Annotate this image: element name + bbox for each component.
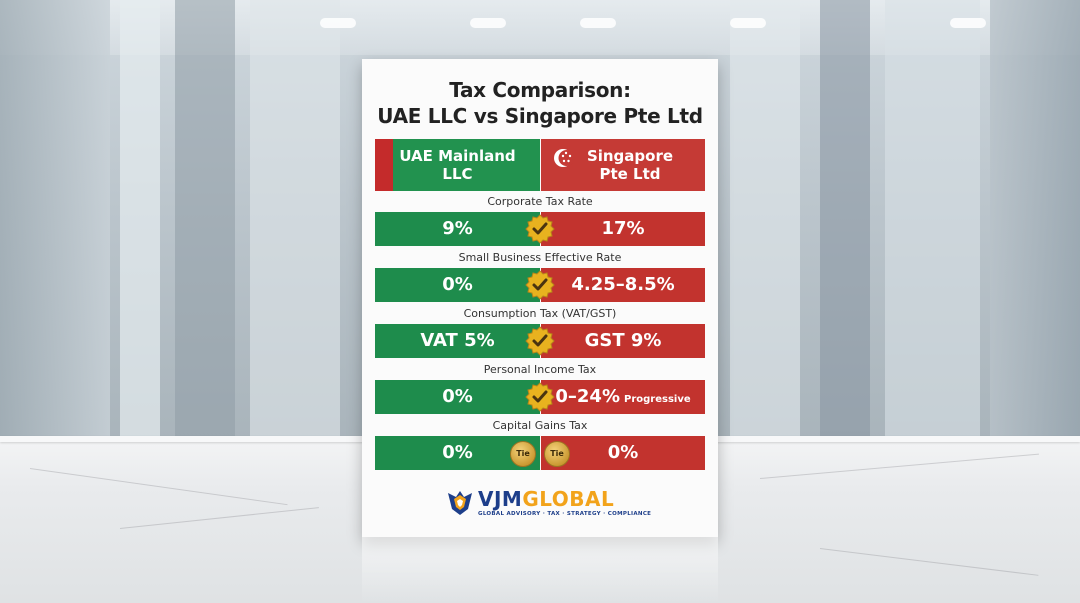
uae-column-header: UAE Mainland LLC	[375, 139, 540, 191]
uae-consumption-tax-value: VAT 5%	[375, 324, 540, 358]
ceiling-light	[580, 18, 616, 28]
window-pillar	[730, 0, 800, 440]
logo-tagline: GLOBAL ADVISORY · TAX · STRATEGY · COMPL…	[478, 511, 652, 517]
ceiling-light	[950, 18, 986, 28]
window-pillar	[820, 0, 870, 440]
singapore-column-header: Singapore Pte Ltd	[541, 139, 705, 191]
gold-check-icon	[525, 382, 555, 412]
sign-title-line2: UAE LLC vs Singapore Pte Ltd	[377, 104, 703, 128]
sign-reflection	[362, 537, 718, 603]
sg-small-business-value: 4.25–8.5%	[541, 268, 705, 302]
uae-corporate-tax-value: 9%	[375, 212, 540, 246]
uae-small-business-value: 0%	[375, 268, 540, 302]
marble-vein	[759, 453, 1039, 479]
sg-personal-income-tax-cell: 0–24% Progressive	[541, 380, 705, 414]
vjm-logo-icon	[448, 491, 472, 515]
sg-header-line1: Singapore	[586, 147, 674, 165]
tie-coin-icon: Tie	[544, 441, 570, 467]
logo-wordmark: VJMGLOBAL	[478, 487, 614, 511]
singapore-crescent-icon	[554, 149, 575, 167]
row-label-personal-income-tax: Personal Income Tax	[483, 363, 597, 376]
tie-coin-icon: Tie	[510, 441, 536, 467]
sg-corporate-tax-value: 17%	[541, 212, 705, 246]
marble-vein	[29, 468, 288, 506]
sg-progressive-note: Progressive	[623, 394, 691, 405]
marble-vein	[819, 548, 1039, 576]
ceiling-light	[470, 18, 506, 28]
ceiling-light	[730, 18, 766, 28]
window-pillar	[250, 0, 340, 440]
row-label-consumption-tax: Consumption Tax (VAT/GST)	[463, 307, 617, 320]
uae-personal-income-tax-value: 0%	[375, 380, 540, 414]
row-label-capital-gains-tax: Capital Gains Tax	[492, 419, 588, 432]
uae-header-line2: LLC	[442, 165, 473, 183]
vjm-global-logo: VJMGLOBAL GLOBAL ADVISORY · TAX · STRATE…	[446, 487, 651, 523]
window-pillar	[990, 0, 1080, 440]
sg-personal-income-tax-value: 0–24%	[555, 386, 620, 407]
logo-global-text: GLOBAL	[522, 487, 615, 511]
uae-header-line1: UAE Mainland	[399, 147, 516, 165]
sg-consumption-tax-value: GST 9%	[541, 324, 705, 358]
row-label-small-business: Small Business Effective Rate	[458, 251, 622, 264]
gold-check-icon	[525, 214, 555, 244]
row-label-corporate-tax: Corporate Tax Rate	[487, 195, 593, 208]
tax-comparison-sign: Tax Comparison: UAE LLC vs Singapore Pte…	[362, 59, 718, 537]
window-pillar	[120, 0, 160, 440]
logo-vjm-text: VJM	[478, 487, 523, 511]
uae-flag-strip	[375, 139, 393, 191]
window-pillar	[885, 0, 980, 440]
sign-title-line1: Tax Comparison:	[449, 78, 631, 102]
gold-check-icon	[525, 270, 555, 300]
ceiling-light	[320, 18, 356, 28]
marble-vein	[119, 507, 319, 529]
sg-header-line2: Pte Ltd	[599, 165, 661, 183]
window-pillar	[0, 0, 110, 440]
gold-check-icon	[525, 326, 555, 356]
window-pillar	[175, 0, 235, 440]
